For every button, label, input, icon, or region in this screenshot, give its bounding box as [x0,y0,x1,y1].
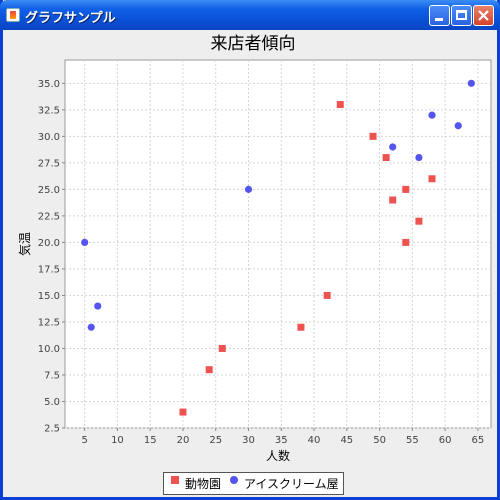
zoo-point [179,408,187,416]
y-tick-label: 5.0 [44,397,60,408]
y-tick-label: 15.0 [38,291,60,302]
zoo-point [336,101,344,109]
plot-area [64,59,492,429]
chart-panel: 来店者傾向 5 10 15 20 25 30 35 40 45 50 55 60 65 2.5 5.0 7.… [3,30,497,497]
ice-cream-point [428,111,436,119]
x-axis-ticks: 5 10 15 20 25 30 35 40 45 50 55 60 65 [81,428,484,446]
title-bar[interactable]: グラフサンプル [0,0,500,30]
x-tick-label: 65 [472,435,485,446]
x-tick-label: 45 [340,435,353,446]
legend-ice-cream-marker [230,476,238,484]
ice-cream-point [244,185,253,193]
zoo-point [323,291,331,299]
zoo-point [428,175,436,183]
y-tick-label: 2.5 [44,424,60,435]
grid-lines [65,60,491,429]
ice-cream-point [389,143,397,151]
x-tick-label: 5 [81,435,87,446]
y-axis-label: 気温 [17,232,32,256]
zoo-point [218,344,226,352]
y-tick-label: 27.5 [38,158,60,169]
x-tick-label: 10 [111,435,124,446]
x-tick-label: 15 [144,435,157,446]
ice-cream-point [87,323,95,331]
zoo-point [369,132,377,140]
y-tick-label: 12.5 [38,317,60,328]
x-tick-label: 35 [275,435,288,446]
ice-cream-point [467,79,475,87]
x-tick-label: 40 [308,435,321,446]
zoo-point [297,323,305,331]
ice-cream-point [94,302,102,310]
maximize-button[interactable] [451,5,472,26]
y-tick-label: 30.0 [38,132,60,143]
y-tick-label: 17.5 [38,264,60,275]
x-tick-label: 60 [439,435,452,446]
zoo-point [389,196,397,204]
zoo-point [382,154,390,162]
chart-legend: 動物園 アイスクリーム屋 [163,472,344,495]
chart-title: 来店者傾向 [211,34,296,54]
ice-cream-point [81,238,89,247]
x-tick-label: 25 [209,435,222,446]
legend-zoo-marker [171,476,179,484]
x-tick-label: 50 [373,435,386,446]
scatter-chart: 来店者傾向 5 10 15 20 25 30 35 40 45 50 55 60 65 2.5 5.0 7.… [17,34,492,463]
data-points [81,79,475,416]
x-tick-label: 30 [242,435,255,446]
y-tick-label: 20.0 [38,238,60,249]
java-app-icon[interactable] [6,8,20,22]
minimize-button[interactable] [429,5,450,26]
legend-ice-cream-label: アイスクリーム屋 [244,477,339,491]
y-tick-label: 25.0 [38,185,60,196]
ice-cream-point [454,122,462,130]
minimize-icon [435,18,443,21]
zoo-point [205,366,213,374]
y-tick-label: 32.5 [38,105,60,116]
close-icon [478,10,489,21]
y-tick-label: 10.0 [38,344,60,355]
y-tick-label: 22.5 [38,211,60,222]
legend-zoo-label: 動物園 [185,477,222,491]
x-tick-label: 55 [406,435,419,446]
x-tick-label: 20 [177,435,190,446]
y-tick-label: 35.0 [38,79,60,90]
x-axis-label: 人数 [266,448,290,463]
zoo-point [402,185,410,193]
ice-cream-point [415,153,423,162]
y-axis-ticks: 2.5 5.0 7.5 10.0 12.5 15.0 17.5 20.0 22.5 25.0 27.… [38,79,65,435]
zoo-point [402,238,410,246]
y-tick-label: 7.5 [44,370,60,381]
zoo-point [415,217,423,225]
window-title: グラフサンプル [25,11,116,26]
maximize-icon [456,10,467,20]
close-button[interactable] [473,5,494,26]
